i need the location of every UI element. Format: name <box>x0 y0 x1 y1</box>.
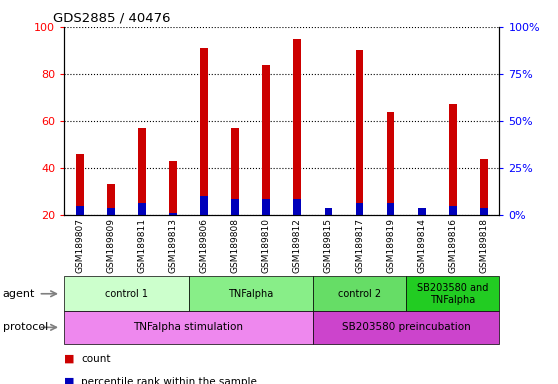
Text: SB203580 preincubation: SB203580 preincubation <box>341 322 470 333</box>
Text: agent: agent <box>3 289 35 299</box>
Bar <box>355 203 363 215</box>
Text: control 2: control 2 <box>338 289 381 299</box>
Bar <box>387 112 395 215</box>
Bar <box>107 184 115 215</box>
Bar <box>138 203 146 215</box>
Text: count: count <box>81 354 110 364</box>
Bar <box>200 196 208 215</box>
Text: GSM189813: GSM189813 <box>169 218 177 273</box>
Bar <box>418 210 426 215</box>
Bar <box>189 276 313 311</box>
Bar <box>262 65 270 215</box>
Text: GSM189817: GSM189817 <box>355 218 364 273</box>
Text: GSM189806: GSM189806 <box>200 218 209 273</box>
Text: GSM189815: GSM189815 <box>324 218 333 273</box>
Bar <box>169 161 177 215</box>
Bar <box>138 128 146 215</box>
Bar <box>480 159 488 215</box>
Text: GSM189816: GSM189816 <box>448 218 457 273</box>
Bar <box>325 208 333 215</box>
Text: GSM189811: GSM189811 <box>137 218 146 273</box>
Bar <box>355 50 363 215</box>
Bar <box>480 208 488 215</box>
Text: TNFalpha: TNFalpha <box>228 289 273 299</box>
Bar <box>107 208 115 215</box>
Text: control 1: control 1 <box>105 289 148 299</box>
Bar <box>200 48 208 215</box>
Bar <box>449 206 456 215</box>
Text: GSM189819: GSM189819 <box>386 218 395 273</box>
Bar <box>294 39 301 215</box>
Text: TNFalpha stimulation: TNFalpha stimulation <box>133 322 243 333</box>
Bar <box>169 213 177 215</box>
Text: SB203580 and
TNFalpha: SB203580 and TNFalpha <box>417 283 488 305</box>
Text: percentile rank within the sample: percentile rank within the sample <box>81 377 257 384</box>
Bar <box>76 154 84 215</box>
Bar <box>313 276 406 311</box>
Text: GSM189807: GSM189807 <box>75 218 84 273</box>
Text: GSM189812: GSM189812 <box>293 218 302 273</box>
Bar <box>64 276 189 311</box>
Text: GSM189809: GSM189809 <box>107 218 116 273</box>
Bar <box>449 104 456 215</box>
Bar <box>294 199 301 215</box>
Text: protocol: protocol <box>3 322 48 333</box>
Bar <box>231 128 239 215</box>
Bar <box>76 206 84 215</box>
Text: ■: ■ <box>64 354 75 364</box>
Bar <box>418 208 426 215</box>
Bar <box>325 210 333 215</box>
Bar <box>64 311 313 344</box>
Text: GSM189818: GSM189818 <box>479 218 488 273</box>
Text: GSM189810: GSM189810 <box>262 218 271 273</box>
Text: GDS2885 / 40476: GDS2885 / 40476 <box>53 12 171 25</box>
Text: GSM189814: GSM189814 <box>417 218 426 273</box>
Bar <box>262 199 270 215</box>
Text: GSM189808: GSM189808 <box>230 218 239 273</box>
Bar <box>406 276 499 311</box>
Bar <box>313 311 499 344</box>
Bar <box>387 203 395 215</box>
Bar <box>231 199 239 215</box>
Text: ■: ■ <box>64 377 75 384</box>
